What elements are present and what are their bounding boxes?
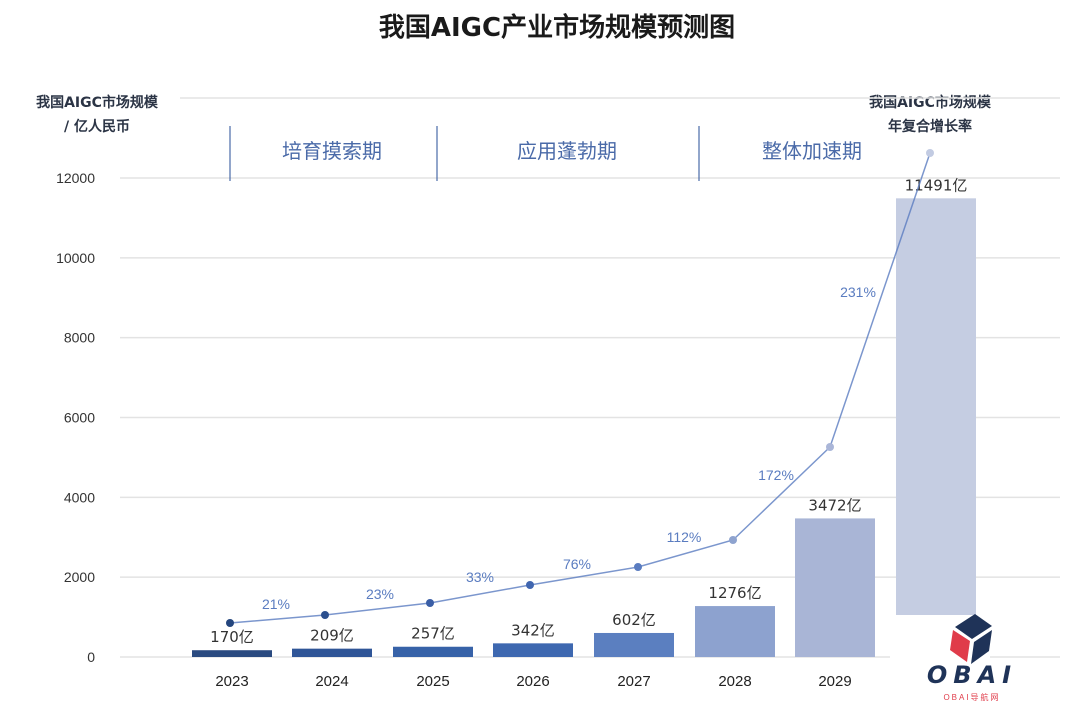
bar-2026 xyxy=(493,643,573,657)
y-tick-label: 4000 xyxy=(64,489,95,505)
bar-2028 xyxy=(695,606,775,657)
bar-value-label: 342亿 xyxy=(511,621,555,639)
x-tick-label: 2029 xyxy=(818,673,851,690)
y2-axis-label-line2: 年复合增长率 xyxy=(888,118,972,135)
y-tick-label: 10000 xyxy=(56,250,95,266)
bar-2027 xyxy=(594,632,674,657)
growth-rate-label: 172% xyxy=(758,467,794,483)
obai-watermark-logo: OBAI OBAI导航网 xyxy=(927,614,1017,702)
bar-2025 xyxy=(393,646,473,657)
y-tick-label: 2000 xyxy=(64,569,95,585)
growth-rate-label: 33% xyxy=(466,569,494,585)
growth-point xyxy=(426,599,434,607)
y-tick-label: 12000 xyxy=(56,170,95,186)
logo-cube-top xyxy=(955,614,992,639)
growth-rate-label: 23% xyxy=(366,586,394,602)
y-axis-label-line2: / 亿人民币 xyxy=(64,118,130,135)
x-tick-label: 2027 xyxy=(617,673,650,690)
bar-value-label: 170亿 xyxy=(210,628,254,646)
bar-2030 xyxy=(896,198,976,658)
logo-cube-right xyxy=(971,630,992,664)
phase-label: 应用蓬勃期 xyxy=(517,139,617,163)
x-tick-label: 2025 xyxy=(416,673,449,690)
logo-subtext: OBAI导航网 xyxy=(943,692,1000,702)
logo-cube-left xyxy=(950,630,970,662)
bar-value-label: 209亿 xyxy=(310,627,354,645)
growth-rate-label: 76% xyxy=(563,556,591,572)
growth-point xyxy=(826,443,834,451)
growth-rate-label: 112% xyxy=(667,529,702,545)
x-tick-label: 2026 xyxy=(516,673,549,690)
y-tick-label: 0 xyxy=(87,649,95,665)
y-axis-label-line1: 我国AIGC市场规模 xyxy=(36,94,159,111)
growth-point xyxy=(526,581,534,589)
growth-line xyxy=(229,152,931,624)
growth-point xyxy=(926,149,934,157)
y2-axis-label-line1: 我国AIGC市场规模 xyxy=(869,94,992,111)
y-tick-label: 6000 xyxy=(64,410,95,426)
growth-point xyxy=(321,611,329,619)
x-tick-label: 2024 xyxy=(315,673,348,690)
bar-value-label: 3472亿 xyxy=(808,496,861,514)
bar-2029 xyxy=(795,518,875,657)
x-tick-label: 2028 xyxy=(718,673,751,690)
chart-title: 我国AIGC产业市场规模预测图 xyxy=(379,12,735,43)
phase-label: 培育摸索期 xyxy=(282,139,382,163)
bar-2024 xyxy=(292,648,372,657)
bar-value-label: 257亿 xyxy=(411,625,455,643)
y-tick-label: 8000 xyxy=(64,330,95,346)
growth-rate-label: 21% xyxy=(262,596,290,612)
logo-wordmark: OBAI xyxy=(927,661,1017,689)
growth-rate-label: 231% xyxy=(840,284,876,300)
bar-2023 xyxy=(192,650,272,657)
x-tick-label: 2023 xyxy=(215,673,248,690)
bar-value-label: 1276亿 xyxy=(708,584,761,602)
growth-point xyxy=(634,563,642,571)
growth-point xyxy=(729,536,737,544)
growth-point xyxy=(226,619,234,627)
bar-value-label: 11491亿 xyxy=(905,176,968,194)
bar-value-label: 602亿 xyxy=(612,611,656,629)
phase-label: 整体加速期 xyxy=(762,139,862,163)
